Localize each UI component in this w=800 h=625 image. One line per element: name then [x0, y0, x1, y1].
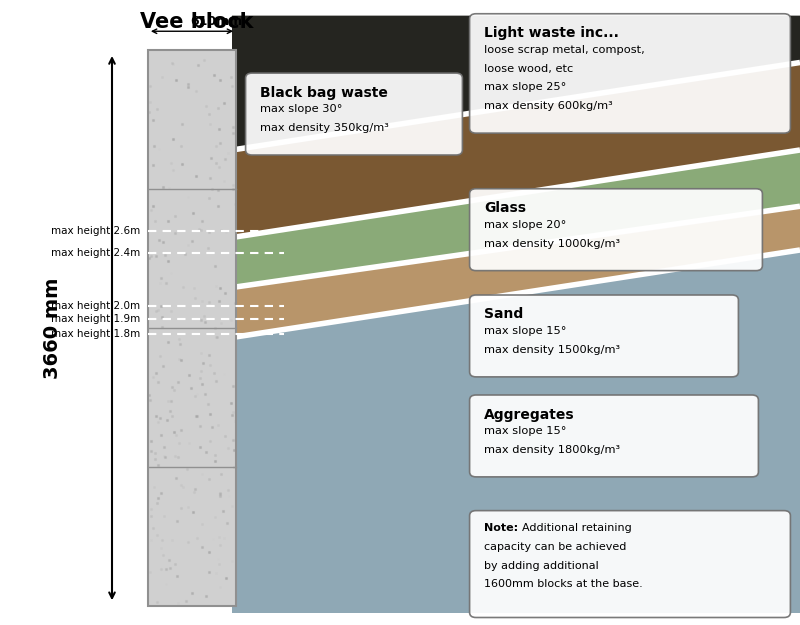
Text: Sand: Sand [484, 308, 523, 321]
Text: by adding additional: by adding additional [484, 561, 598, 571]
Polygon shape [232, 250, 800, 612]
Text: Additional retaining: Additional retaining [522, 523, 632, 533]
Text: Light waste inc...: Light waste inc... [484, 26, 619, 40]
Text: Black bag waste: Black bag waste [260, 86, 388, 99]
Polygon shape [232, 16, 800, 150]
Polygon shape [232, 206, 800, 338]
Text: max height 2.4m: max height 2.4m [50, 248, 140, 258]
FancyBboxPatch shape [470, 511, 790, 618]
Text: max density 600kg/m³: max density 600kg/m³ [484, 101, 613, 111]
Polygon shape [232, 62, 800, 238]
Text: max slope 15°: max slope 15° [484, 426, 566, 436]
Text: max slope 15°: max slope 15° [484, 326, 566, 336]
Text: max slope 30°: max slope 30° [260, 104, 342, 114]
FancyBboxPatch shape [470, 295, 738, 377]
Text: loose scrap metal, compost,: loose scrap metal, compost, [484, 45, 645, 55]
Text: capacity can be achieved: capacity can be achieved [484, 542, 626, 552]
Text: max density 1800kg/m³: max density 1800kg/m³ [484, 445, 620, 455]
Text: max height 2.0m: max height 2.0m [51, 301, 140, 311]
Text: 1600mm blocks at the base.: 1600mm blocks at the base. [484, 579, 642, 589]
Text: Note:: Note: [484, 523, 518, 533]
FancyBboxPatch shape [470, 395, 758, 477]
Text: max height 2.6m: max height 2.6m [50, 226, 140, 236]
Bar [232, 16, 800, 612]
FancyBboxPatch shape [470, 14, 790, 133]
FancyBboxPatch shape [246, 73, 462, 155]
FancyBboxPatch shape [470, 189, 762, 271]
Bar [148, 50, 236, 606]
Text: loose wood, etc: loose wood, etc [484, 64, 574, 74]
Text: max height 1.8m: max height 1.8m [50, 329, 140, 339]
Text: max density 1500kg/m³: max density 1500kg/m³ [484, 345, 620, 355]
Text: Aggregates: Aggregates [484, 408, 574, 421]
Text: Vee block: Vee block [140, 12, 254, 32]
Polygon shape [232, 150, 800, 288]
Text: 3660 mm: 3660 mm [42, 278, 62, 379]
Text: max density 350kg/m³: max density 350kg/m³ [260, 123, 389, 133]
Text: Glass: Glass [484, 201, 526, 215]
Text: max density 1000kg/m³: max density 1000kg/m³ [484, 239, 620, 249]
Text: max slope 20°: max slope 20° [484, 220, 566, 230]
Text: 610mm: 610mm [190, 16, 242, 28]
Text: max slope 25°: max slope 25° [484, 82, 566, 92]
Text: max height 1.9m: max height 1.9m [50, 314, 140, 324]
